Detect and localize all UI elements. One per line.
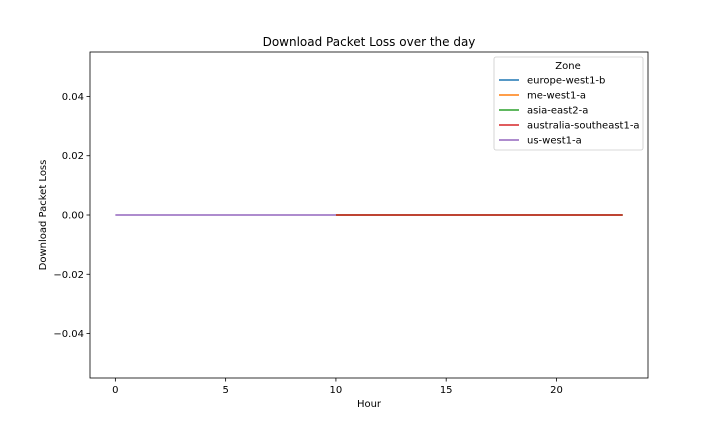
plot-frame <box>89 51 649 379</box>
x-tick-label: 0 <box>112 385 118 396</box>
x-tick-label: 5 <box>222 385 228 396</box>
y-tick-label: 0.02 <box>62 151 84 162</box>
x-axis-label: Hour <box>357 399 382 410</box>
legend-label-europe-west1-b: europe-west1-b <box>527 76 605 87</box>
y-tick-label: 0.04 <box>62 92 84 103</box>
chart-title: Download Packet Loss over the day <box>263 35 476 49</box>
legend-label-australia-southeast1-a: australia-southeast1-a <box>527 121 640 132</box>
legend: Zone europe-west1-b me-west1-a asia-east2-… <box>493 56 644 151</box>
x-tick-label: 15 <box>440 385 453 396</box>
legend-title: Zone <box>555 61 580 72</box>
legend-label-us-west1-a: us-west1-a <box>527 136 582 147</box>
y-tick-label: −0.04 <box>53 329 84 340</box>
x-tick-label: 20 <box>550 385 563 396</box>
x-tick-label: 10 <box>330 385 343 396</box>
legend-frame <box>493 56 644 151</box>
y-tick-label: 0.00 <box>62 211 84 222</box>
ticks-group: 0 5 10 15 20 −0.04 −0.02 0.00 0.02 0.04 <box>53 92 562 396</box>
y-tick-label: −0.02 <box>53 270 84 281</box>
legend-label-asia-east2-a: asia-east2-a <box>527 106 588 117</box>
legend-label-me-west1-a: me-west1-a <box>527 91 586 102</box>
y-axis-label: Download Packet Loss <box>38 160 49 271</box>
